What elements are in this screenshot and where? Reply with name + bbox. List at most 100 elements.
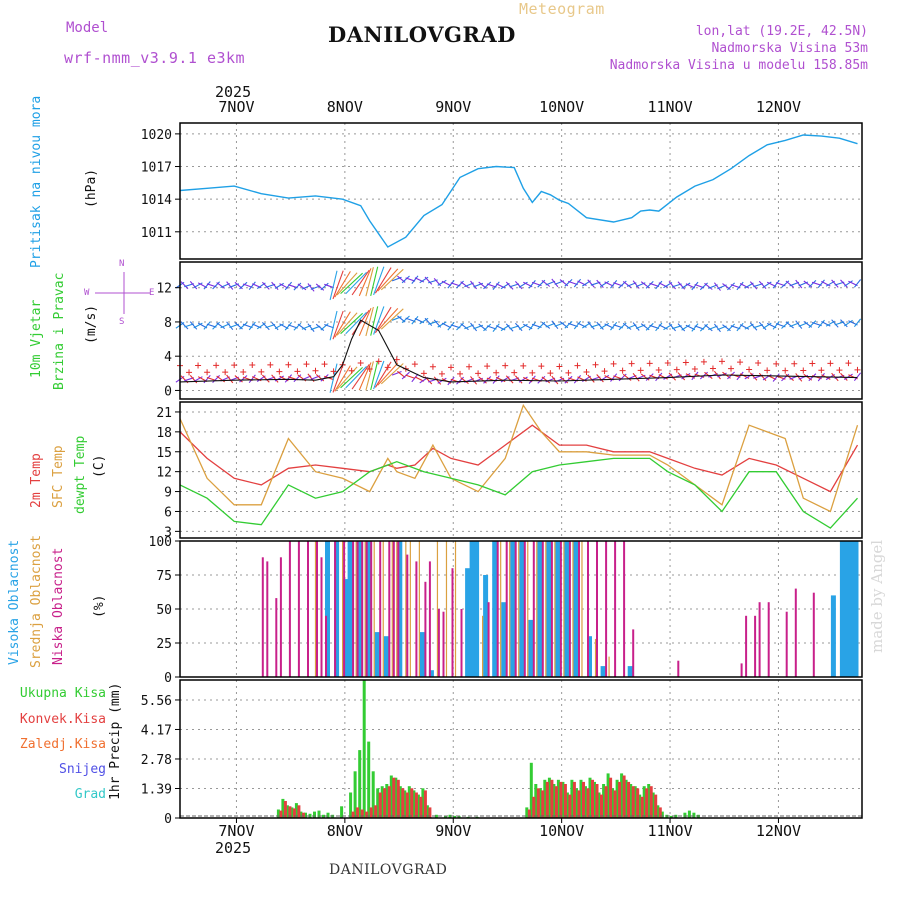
wind-arrow [541, 279, 551, 287]
wind-arrow [419, 317, 429, 325]
wind-arrow [736, 371, 744, 381]
wind-arrow [758, 372, 767, 381]
wind-arrow [358, 307, 372, 337]
temp-line-2 [179, 457, 858, 529]
wind-arrow [324, 283, 334, 289]
precip-bar-total [349, 792, 353, 818]
wind-gust-marker [520, 362, 527, 369]
precip-bar-total [543, 779, 547, 818]
wind-arrow [681, 324, 691, 331]
legend-convective-rain: Konvek.Kisa [19, 712, 106, 727]
chart-marks [175, 134, 862, 818]
precip-bar-convective [536, 788, 540, 818]
wind-gust-marker [791, 360, 798, 367]
wind-gust-marker [204, 369, 211, 376]
precip-bar-total [385, 784, 389, 818]
cloud-bar-low [275, 598, 278, 677]
cloud-bar-low [532, 541, 535, 677]
cloud-bar-low [758, 602, 761, 677]
wind-arrow [441, 280, 452, 287]
precip-bar-total [276, 809, 280, 818]
model-elevation-label: Nadmorska Visina u modelu 158.85m [609, 58, 868, 73]
wind-arrow [212, 375, 220, 383]
precip-bar-convective [365, 811, 369, 818]
y-tick-label: 0 [164, 671, 172, 686]
precip-bar-convective [631, 786, 635, 818]
cloud-bar-low [361, 541, 364, 677]
wind-arrow [226, 281, 234, 290]
wind-gust-marker [420, 370, 427, 377]
precip-bar-total [660, 811, 664, 818]
wind-gust-marker [556, 363, 563, 370]
precip-bar-convective [582, 781, 585, 818]
wind-arrow [345, 271, 367, 295]
wind-gust-marker [222, 369, 229, 376]
cloud-bar-high [844, 541, 850, 677]
wind-arrow [293, 322, 302, 331]
wind-arrow [699, 282, 708, 291]
wind-arrow [203, 321, 211, 330]
wind-arrow [817, 279, 825, 288]
wind-arrow [655, 322, 663, 332]
cloud-bar-high [365, 541, 371, 677]
precip-bar-convective [559, 781, 563, 818]
wind-arrow [610, 280, 618, 289]
year-top: 2025 [215, 83, 252, 101]
wind-arrow [437, 279, 447, 286]
wind-arrow [610, 321, 618, 331]
precip-bar-total [624, 779, 628, 818]
precip-bar-convective [604, 786, 608, 818]
wind-arrow [853, 372, 862, 382]
wind-gust-marker [294, 368, 301, 375]
wind-gust-marker [836, 367, 843, 374]
wind-arrow [840, 279, 848, 288]
wind-arrow [817, 319, 825, 329]
wind-arrow [284, 374, 293, 383]
compass-north: N [119, 259, 125, 269]
compass-rose [95, 272, 150, 314]
precip-bar-total [552, 784, 556, 818]
precip-bar-convective [654, 794, 658, 818]
wind-gust-marker [249, 362, 256, 369]
y-tick-label: 5.56 [141, 694, 172, 709]
y-tick-label: 15 [156, 446, 172, 461]
wind-arrow [528, 280, 536, 289]
wind-gust-marker [186, 369, 193, 376]
wind-gust-marker [321, 361, 328, 368]
cloud-bar-low [496, 541, 499, 677]
precip-bar-convective [640, 796, 644, 818]
wind-arrow [193, 322, 203, 329]
wind-arrow [334, 311, 351, 338]
wind-gust-marker [447, 364, 454, 371]
x-tick-label-top: 8NOV [327, 98, 363, 116]
wind-arrow [658, 282, 668, 288]
wind-arrow [180, 321, 189, 330]
wind-arrow [645, 281, 654, 289]
precip-bar-total [687, 810, 691, 818]
wind-arrow [668, 372, 677, 381]
wind-arrow [460, 281, 469, 289]
wind-arrow [587, 279, 595, 288]
cloud-bar-high [555, 541, 561, 677]
wind-arrow [655, 280, 663, 290]
cloud-bar-low [320, 557, 323, 677]
y-tick-label: 1011 [141, 226, 172, 241]
wind-arrow [551, 320, 559, 330]
cloud-bar-low [279, 557, 282, 677]
wind-arrow [212, 281, 220, 290]
precip-bar-total [647, 784, 651, 818]
wind-gust-marker [285, 361, 292, 368]
wind-gust-marker [655, 367, 662, 374]
wind-gust-marker [538, 363, 545, 370]
wind-arrow [297, 323, 307, 331]
wind-arrow [370, 266, 379, 297]
wind-arrow [727, 323, 735, 332]
wind-speed-line [179, 319, 858, 383]
x-tick-label-bottom: 7NOV [218, 822, 254, 840]
cloud-bar-high [356, 541, 362, 677]
wind-arrow [713, 323, 721, 333]
wind-arrow [758, 280, 767, 289]
wind-arrow [248, 321, 256, 331]
wind-arrow [424, 276, 433, 285]
